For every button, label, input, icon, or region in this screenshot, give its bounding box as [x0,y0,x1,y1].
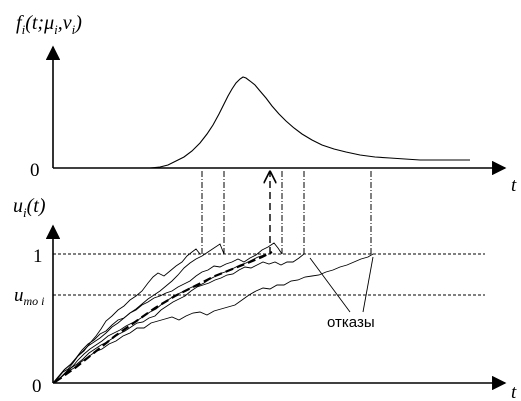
mean-trajectory [54,251,273,383]
top-y-label: fi(t;μi,νi) [16,12,82,37]
annotation-pointer-2 [362,256,374,313]
top-x-label: t [511,175,517,196]
annotation-pointer-1 [309,257,351,313]
threshold-label: uто i [14,285,45,308]
trajectory-5 [52,253,374,384]
trajectory-2 [52,243,225,384]
failure-projections [201,170,372,254]
failures-annotation: отказы [327,314,375,331]
density-curve [149,76,470,169]
bottom-x-label: t [511,382,517,401]
trajectory-4 [52,253,305,384]
trajectory-3 [52,242,283,384]
bottom-y-label: ui(t) [13,195,46,220]
bottom-zero-label: 0 [32,376,42,397]
top-plot: fi(t;μi,νi) 0 t [16,12,517,196]
bottom-plot: ui(t) 1 uто i 0 t отказы [13,195,517,401]
top-zero-label: 0 [30,160,40,181]
trajectory-1 [52,248,201,384]
level-one-label: 1 [33,246,43,267]
